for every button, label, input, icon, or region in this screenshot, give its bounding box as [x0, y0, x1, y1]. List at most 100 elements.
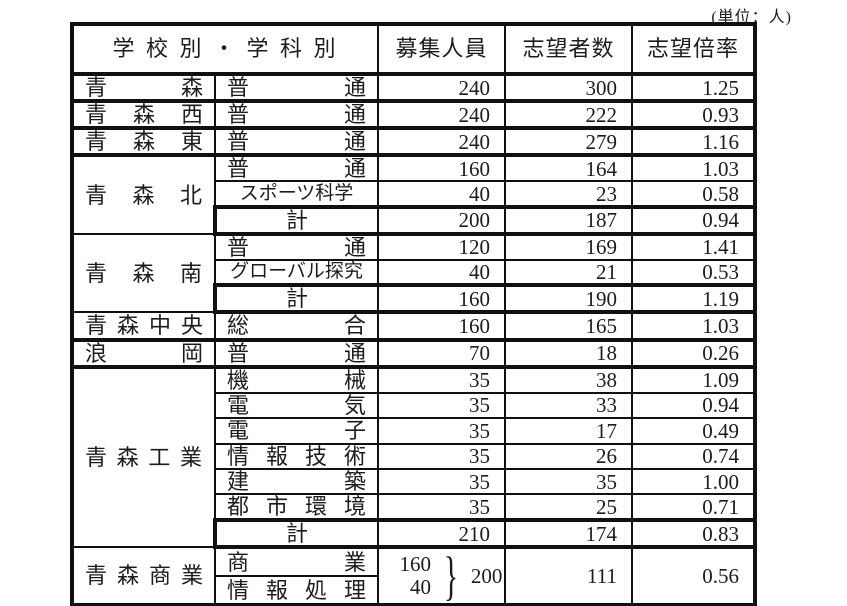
capacity-cell: 210: [377, 518, 506, 550]
subtotal-row: 計 210 174 0.83: [72, 518, 756, 550]
capacity-cell: 160: [377, 154, 506, 183]
dept-cell: 機 械: [214, 365, 379, 394]
table-row: 情 報 技 術 35 26 0.74: [72, 442, 756, 470]
subtotal-label: 計: [213, 204, 379, 236]
applicants-cell: 279: [504, 127, 633, 158]
dept-cell: グローバル探究: [214, 258, 379, 287]
brace-icon: }: [443, 547, 459, 606]
capacity-cell: 35: [377, 391, 506, 420]
applicants-cell: 187: [504, 204, 633, 236]
dept-cell: 電 気: [214, 391, 379, 420]
ratio-cell: 0.94: [631, 204, 756, 236]
applicants-cell: 222: [504, 100, 633, 131]
capacity-cell: 240: [377, 127, 506, 158]
applicants-cell: 174: [504, 518, 633, 550]
ratio-cell: 0.56: [631, 546, 756, 606]
capacity-cell: 35: [377, 493, 506, 522]
school-cell: 青 森 西: [71, 100, 216, 131]
capacity-brace-layout: 160 40 } 200: [395, 547, 503, 606]
dept-cell: 普 通: [214, 338, 379, 369]
applicants-cell: 35: [504, 467, 633, 496]
table-row: 都 市 環 境 35 25 0.71: [72, 493, 756, 522]
ratio-cell: 1.09: [631, 365, 756, 394]
ratio-cell: 0.49: [631, 417, 756, 445]
capacity-cell: 160: [377, 311, 506, 342]
capacity-part: 160: [399, 552, 432, 577]
capacity-combined-cell: 160 40 } 200: [377, 546, 506, 606]
header-ratio: 志望倍率: [631, 23, 756, 76]
capacity-cell: 160: [377, 283, 506, 315]
table-row: 電 子 35 17 0.49: [72, 417, 756, 445]
capacity-cell: 40: [377, 180, 506, 208]
capacity-part: 40: [410, 575, 431, 600]
capacity-cell: 200: [377, 204, 506, 236]
capacity-cell: 120: [377, 232, 506, 261]
table-row: 電 気 35 33 0.94: [72, 391, 756, 420]
ratio-cell: 1.25: [631, 72, 756, 104]
applicants-cell: 23: [504, 180, 633, 208]
school-cell: 青 森 商 業: [71, 546, 216, 606]
applicants-cell: 38: [504, 365, 633, 394]
ratio-cell: 1.16: [631, 127, 756, 158]
ratio-cell: 0.74: [631, 442, 756, 470]
table-row: 青 森 中 央 総 合 160 165 1.03: [71, 311, 756, 342]
table-row: 青 森 西 普 通 240 222 0.93: [71, 100, 756, 131]
capacity-cell: 240: [377, 100, 506, 131]
table-row: 浪 岡 普 通 70 18 0.26: [71, 338, 756, 369]
header-school-dept: 学 校 別 ・ 学 科 別: [71, 23, 379, 76]
subtotal-row: 計 160 190 1.19: [72, 283, 756, 315]
subtotal-label: 計: [213, 283, 379, 315]
ratio-cell: 0.93: [631, 100, 756, 131]
applicants-cell: 190: [504, 283, 633, 315]
table-row: 青 森 工 業 機 械 35 38 1.09: [71, 365, 756, 549]
applicants-cell: 18: [504, 338, 633, 369]
table-row: 建 築 35 35 1.00: [72, 467, 756, 496]
dept-cell: 建 築: [214, 467, 379, 496]
ratio-cell: 1.03: [631, 311, 756, 342]
table-row: 情 報 処 理: [72, 575, 755, 606]
dept-cell: 普 通: [214, 100, 379, 131]
subtotal-label: 計: [213, 518, 379, 550]
table-row: スポーツ科学 40 23 0.58: [72, 180, 756, 208]
school-cell: 青 森 工 業: [71, 365, 216, 549]
table-row: 青 森 東 普 通 240 279 1.16: [71, 127, 756, 158]
school-cell: 浪 岡: [71, 338, 216, 369]
applicants-cell: 300: [504, 72, 633, 104]
dept-cell: 普 通: [214, 154, 379, 183]
capacity-cell: 35: [377, 365, 506, 394]
header-capacity: 募集人員: [377, 23, 506, 76]
table-row: 青 森 商 業 商 業 160 40 } 200 111 0.56: [71, 546, 756, 606]
capacity-cell: 240: [377, 72, 506, 104]
ratio-cell: 0.58: [631, 180, 756, 208]
ratio-cell: 0.83: [631, 518, 756, 550]
applicants-cell: 25: [504, 493, 633, 522]
ratio-cell: 0.26: [631, 338, 756, 369]
table-row: 青 森 普 通 240 300 1.25: [71, 72, 756, 104]
ratio-cell: 1.41: [631, 232, 756, 261]
ratio-cell: 1.00: [631, 467, 756, 496]
applicants-cell: 169: [504, 232, 633, 261]
table-row: グローバル探究 40 21 0.53: [72, 258, 756, 287]
school-cell: 青 森 中 央: [71, 311, 216, 342]
admissions-table: 学 校 別 ・ 学 科 別 募集人員 志望者数 志望倍率 青 森 普 通 240…: [70, 22, 757, 606]
subtotal-row: 計 200 187 0.94: [72, 204, 756, 236]
capacity-cell: 35: [377, 417, 506, 445]
dept-cell: スポーツ科学: [214, 180, 379, 208]
table-header-row: 学 校 別 ・ 学 科 別 募集人員 志望者数 志望倍率: [71, 23, 756, 76]
dept-cell: 情 報 処 理: [214, 575, 379, 606]
applicants-cell: 111: [504, 546, 633, 606]
dept-cell: 普 通: [214, 72, 379, 104]
ratio-cell: 0.94: [631, 391, 756, 420]
dept-cell: 都 市 環 境: [214, 493, 379, 522]
table-row: 青 森 北 普 通 160 164 1.03: [71, 154, 756, 235]
dept-cell: 普 通: [214, 127, 379, 158]
school-cell: 青 森: [71, 72, 216, 104]
header-applicants: 志望者数: [504, 23, 633, 76]
table-row: 青 森 南 普 通 120 169 1.41: [71, 232, 756, 314]
applicants-cell: 17: [504, 417, 633, 445]
ratio-cell: 1.19: [631, 283, 756, 315]
applicants-cell: 164: [504, 154, 633, 183]
capacity-parts: 160 40: [395, 552, 432, 600]
ratio-cell: 0.71: [631, 493, 756, 522]
